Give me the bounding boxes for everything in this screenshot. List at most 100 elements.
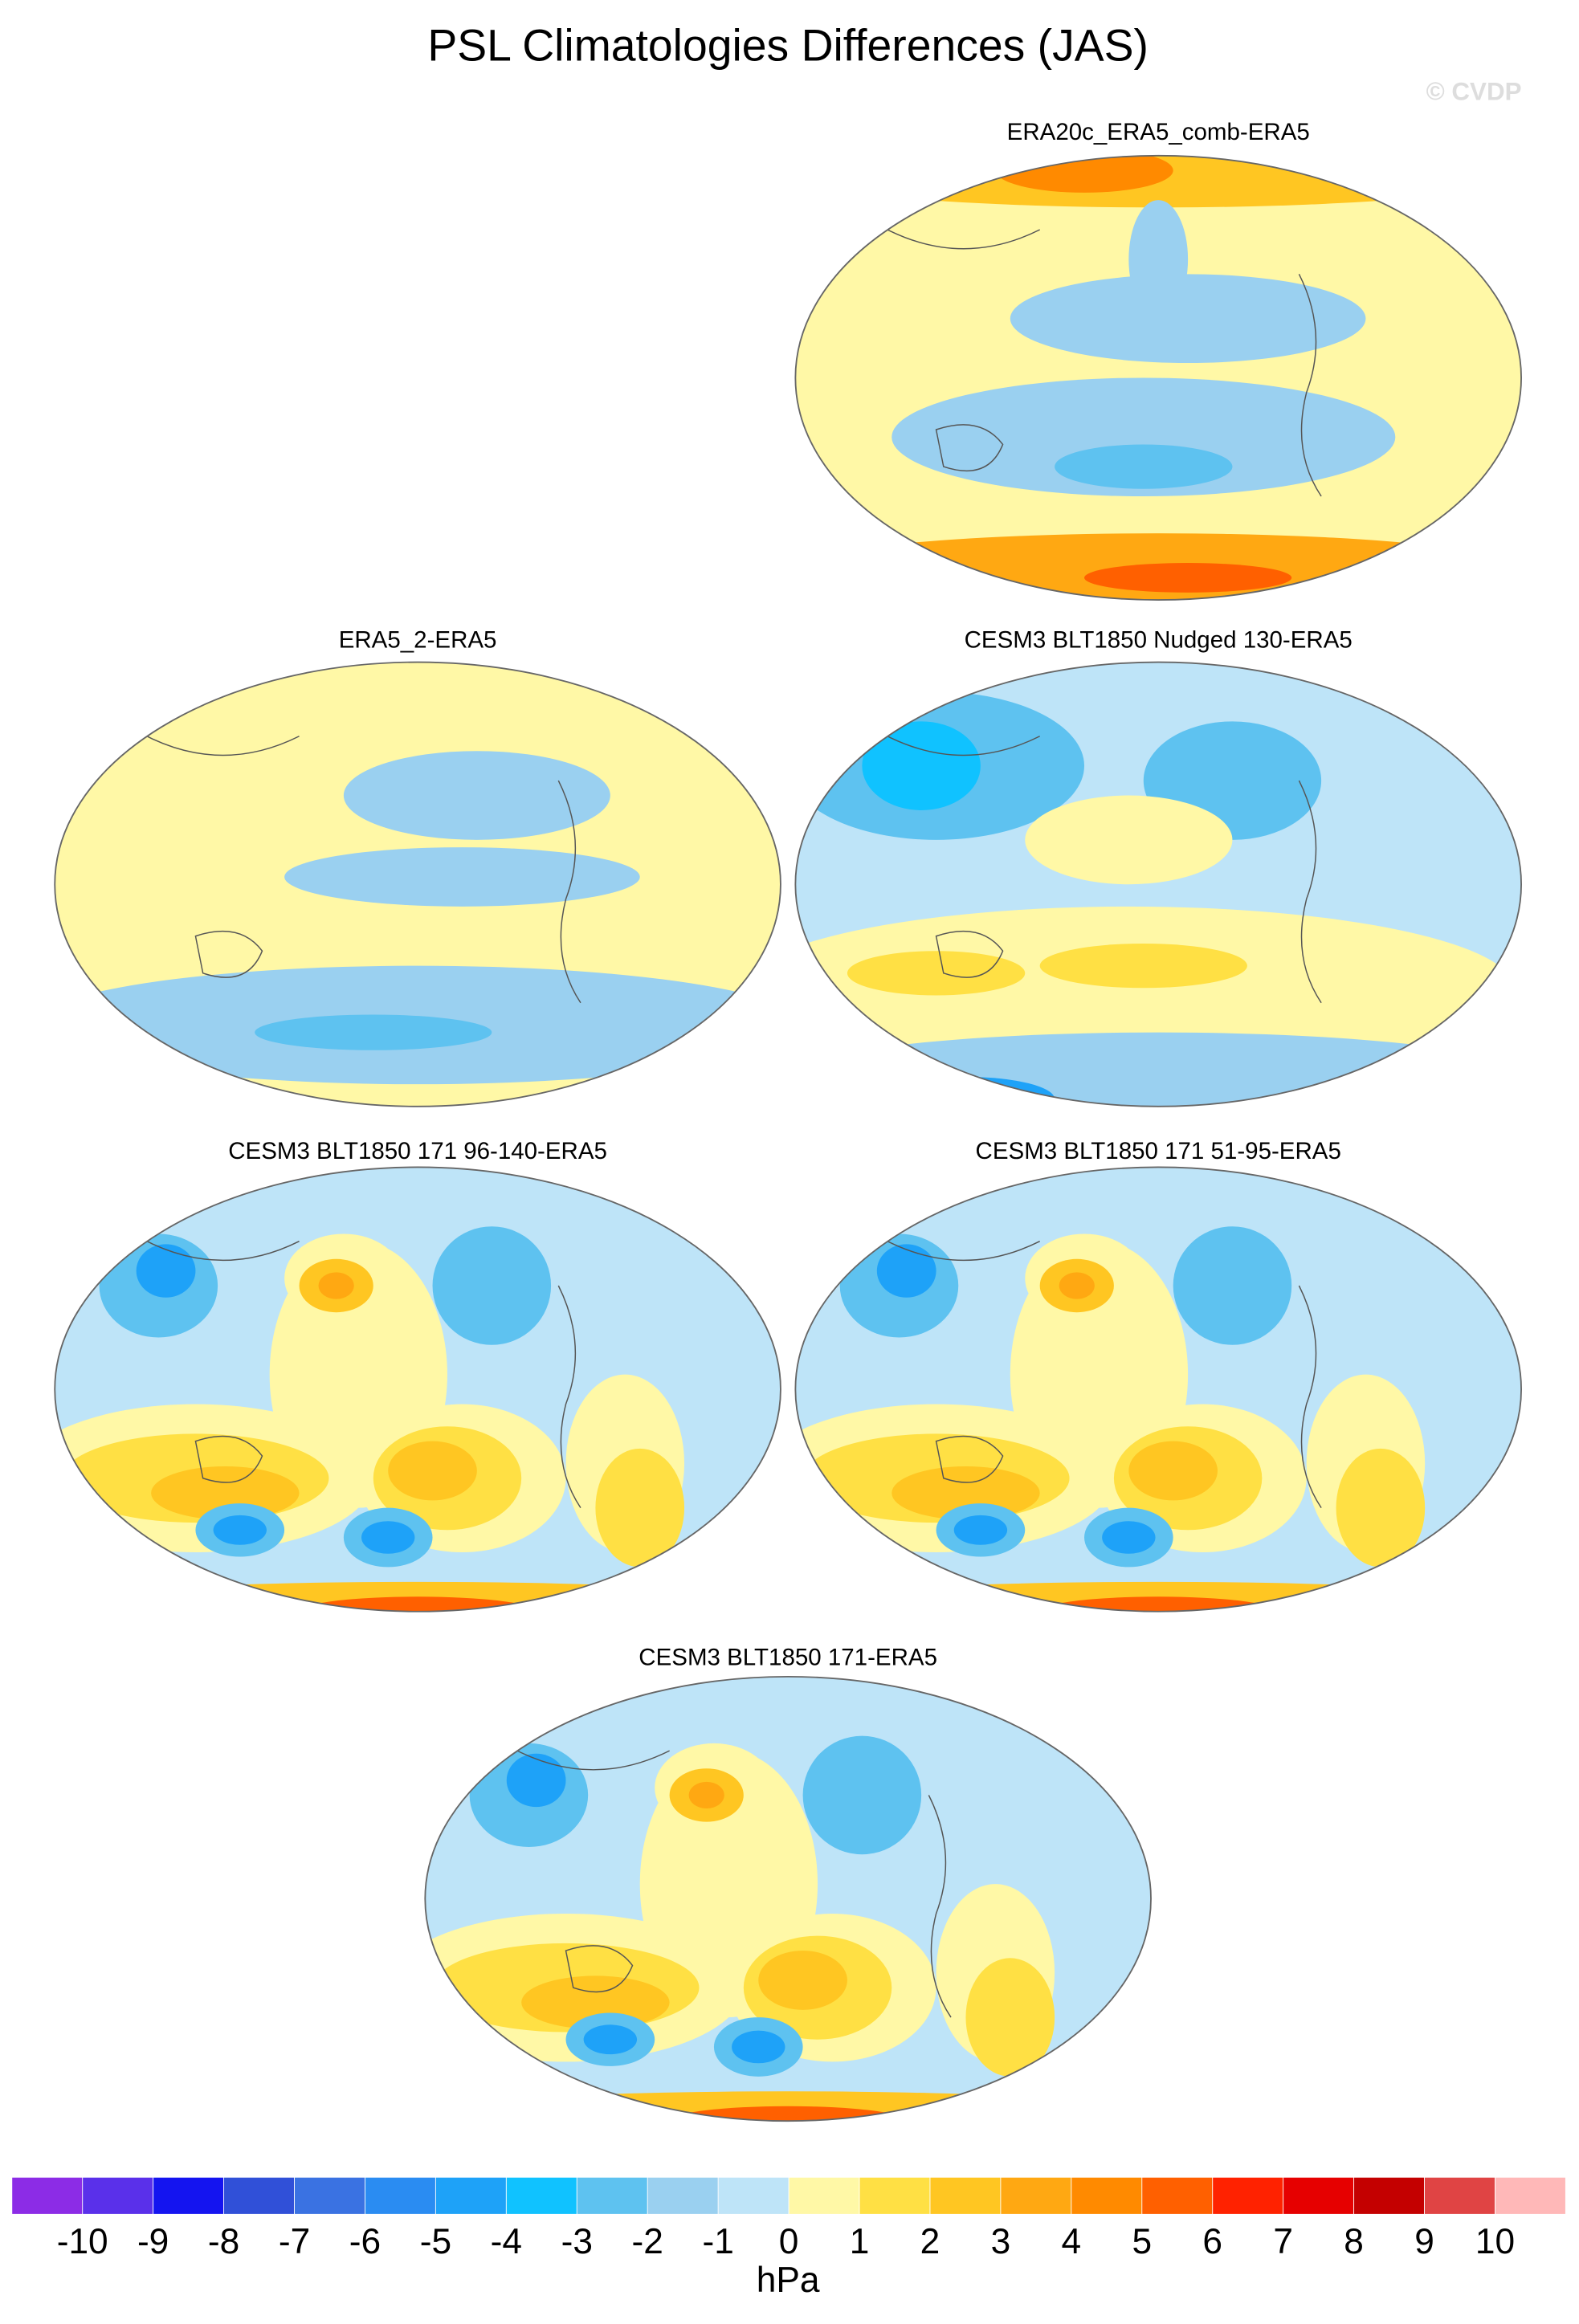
color-box: [1283, 2177, 1354, 2215]
field-region: [1336, 1448, 1426, 1568]
colorbar-tick-label: 3: [991, 2222, 1011, 2261]
map-border: [54, 661, 781, 1107]
color-box: [1424, 2177, 1495, 2215]
field-region: [255, 1014, 492, 1050]
map-field: [795, 662, 1522, 1107]
field-region: [732, 2030, 785, 2064]
colorbar-tick-label: -8: [208, 2222, 239, 2261]
field-region: [151, 1466, 300, 1520]
field-region: [1039, 1596, 1277, 1612]
watermark: © CVDP: [1426, 78, 1522, 106]
field-region: [388, 1441, 477, 1501]
field-region: [1084, 562, 1292, 593]
color-box: [506, 2177, 577, 2215]
color-box: [718, 2177, 790, 2215]
field-region: [892, 377, 1396, 496]
field-region: [284, 847, 640, 907]
field-region: [892, 1466, 1040, 1520]
color-box: [859, 2177, 930, 2215]
color-box: [789, 2177, 860, 2215]
field-region: [299, 1596, 537, 1612]
field-region: [1173, 1226, 1292, 1345]
field-region: [432, 1226, 552, 1345]
figure-title: PSL Climatologies Differences (JAS): [427, 21, 1149, 71]
color-box: [1071, 2177, 1142, 2215]
colorbar-tick-label: -7: [279, 2222, 310, 2261]
field-region: [1059, 1272, 1095, 1299]
color-box: [435, 2177, 507, 2215]
field-region: [343, 751, 610, 840]
color-box: [577, 2177, 648, 2215]
field-region: [136, 1244, 196, 1298]
colorbar-tick-label: 8: [1344, 2222, 1364, 2261]
colorbar-tick-label: 5: [1132, 2222, 1152, 2261]
field-region: [361, 1521, 415, 1554]
map-border: [424, 1675, 1152, 2122]
field-region: [795, 906, 1514, 1070]
color-box: [929, 2177, 1001, 2215]
field-region: [1055, 444, 1233, 489]
color-box: [11, 2177, 83, 2215]
field-region: [1010, 274, 1366, 364]
colorbar-tick-label: 6: [1202, 2222, 1222, 2261]
field-region: [802, 1735, 922, 1855]
field-region: [862, 721, 981, 810]
field-region: [965, 1958, 1055, 2077]
panel-title: ERA20c_ERA5_comb-ERA5: [1007, 119, 1310, 145]
map-border: [794, 661, 1522, 1107]
field-region: [953, 1515, 1008, 1545]
colorbar-tick-label: -2: [632, 2222, 663, 2261]
colorbar-tick-label: -6: [349, 2222, 381, 2261]
color-box: [1353, 2177, 1425, 2215]
map-field: [55, 662, 781, 1107]
map-border: [54, 1166, 781, 1613]
field-region: [669, 2106, 907, 2122]
field-region: [1025, 795, 1233, 885]
field-region: [595, 1448, 685, 1568]
map-border: [794, 1166, 1522, 1613]
colorbar-tick-label: 9: [1414, 2222, 1434, 2261]
colorbar-tick-label: -5: [420, 2222, 451, 2261]
colorbar-tick-label: 10: [1475, 2222, 1515, 2261]
color-box: [1000, 2177, 1071, 2215]
colorbar-tick-label: 1: [850, 2222, 870, 2261]
color-box: [1495, 2177, 1566, 2215]
colorbar-tick-label: -4: [491, 2222, 522, 2261]
colorbar-tick-label: -10: [57, 2222, 108, 2261]
color-box: [294, 2177, 365, 2215]
field-region: [758, 1951, 847, 2010]
colorbar-tick-label: 7: [1273, 2222, 1293, 2261]
color-box: [1141, 2177, 1213, 2215]
panel-title: CESM3 BLT1850 Nudged 130-ERA5: [965, 627, 1353, 654]
colorbar-tick-label: -1: [702, 2222, 733, 2261]
field-region: [795, 155, 1522, 601]
panel-title: CESM3 BLT1850 171 96-140-ERA5: [228, 1138, 607, 1164]
color-box: [82, 2177, 153, 2215]
color-box: [1212, 2177, 1283, 2215]
field-region: [521, 1975, 670, 2029]
color-box: [365, 2177, 436, 2215]
field-region: [847, 951, 1026, 996]
map-border: [794, 154, 1522, 601]
field-region: [688, 1781, 724, 1809]
field-region: [1128, 200, 1189, 319]
field-region: [876, 1244, 936, 1298]
colorbar-tick-label: 4: [1062, 2222, 1082, 2261]
field-region: [1102, 1521, 1156, 1554]
color-box: [223, 2177, 295, 2215]
field-region: [1128, 1441, 1218, 1501]
colorbar-frame: [11, 2176, 1566, 2215]
panel-title: ERA5_2-ERA5: [339, 627, 497, 654]
field-region: [506, 1753, 566, 1808]
color-box: [647, 2177, 719, 2215]
colorbar-label: hPa: [757, 2261, 820, 2300]
field-region: [213, 1515, 267, 1545]
panel-title: CESM3 BLT1850 171-ERA5: [639, 1645, 937, 1671]
field-region: [1039, 943, 1247, 989]
field-region: [583, 2024, 638, 2055]
colorbar-tick-label: 2: [920, 2222, 940, 2261]
colorbar-tick-label: -3: [561, 2222, 593, 2261]
color-box: [153, 2177, 224, 2215]
colorbar-tick-label: -9: [137, 2222, 169, 2261]
